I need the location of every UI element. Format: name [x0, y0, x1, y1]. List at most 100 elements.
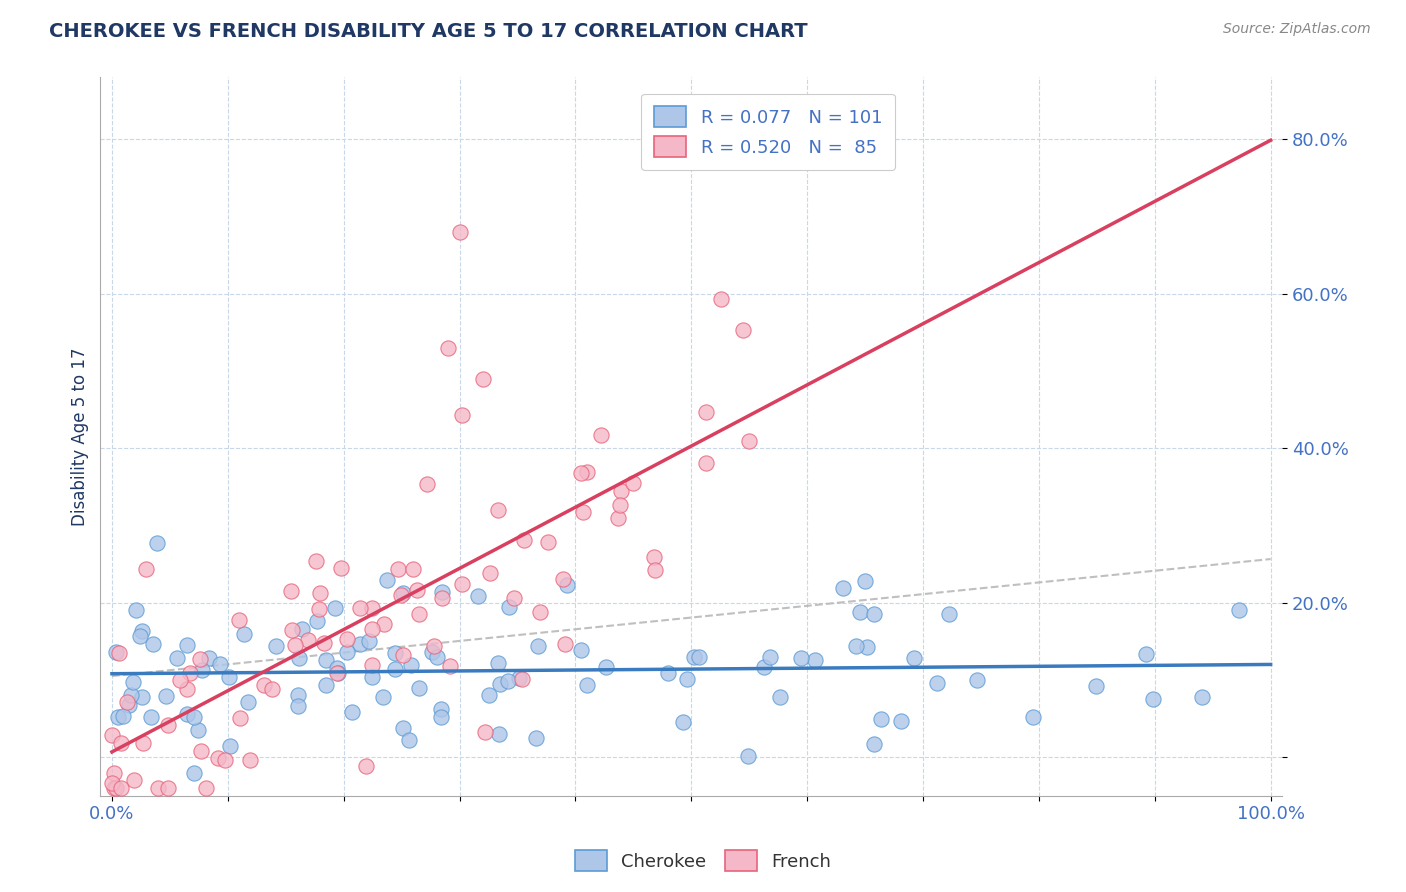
Point	[312, 636, 335, 650]
Point	[595, 660, 617, 674]
Point	[569, 466, 592, 480]
Point	[695, 404, 717, 418]
Point	[1135, 647, 1157, 661]
Point	[551, 572, 574, 586]
Point	[373, 617, 395, 632]
Point	[357, 633, 380, 648]
Point	[675, 673, 697, 687]
Point	[569, 643, 592, 657]
Point	[416, 477, 439, 491]
Point	[488, 656, 510, 670]
Point	[890, 714, 912, 728]
Point	[607, 511, 630, 525]
Point	[315, 653, 337, 667]
Point	[738, 434, 761, 449]
Point	[408, 681, 430, 695]
Point	[156, 718, 179, 732]
Point	[360, 670, 382, 684]
Point	[104, 645, 127, 659]
Point	[120, 688, 142, 702]
Point	[591, 428, 613, 442]
Point	[420, 645, 443, 659]
Point	[392, 648, 415, 663]
Point	[326, 661, 349, 675]
Point	[218, 739, 240, 754]
Point	[375, 573, 398, 587]
Point	[107, 710, 129, 724]
Point	[432, 585, 454, 599]
Point	[328, 665, 350, 680]
Point	[101, 776, 124, 790]
Point	[323, 601, 346, 615]
Point	[194, 780, 217, 795]
Point	[135, 562, 157, 576]
Point	[927, 676, 949, 690]
Point	[853, 574, 876, 589]
Point	[557, 578, 579, 592]
Point	[672, 715, 695, 730]
Point	[688, 649, 710, 664]
Point	[288, 651, 311, 665]
Point	[373, 690, 395, 704]
Point	[429, 710, 451, 724]
Point	[437, 341, 460, 355]
Point	[392, 586, 415, 600]
Point	[155, 689, 177, 703]
Point	[869, 712, 891, 726]
Point	[287, 689, 309, 703]
Point	[733, 323, 755, 337]
Point	[190, 663, 212, 677]
Point	[392, 721, 415, 735]
Point	[510, 672, 533, 686]
Point	[576, 465, 599, 479]
Point	[198, 651, 221, 665]
Point	[426, 650, 449, 665]
Point	[280, 584, 302, 599]
Point	[131, 624, 153, 639]
Point	[233, 627, 256, 641]
Point	[849, 605, 872, 619]
Point	[845, 639, 868, 653]
Point	[108, 646, 131, 660]
Point	[356, 759, 378, 773]
Text: CHEROKEE VS FRENCH DISABILITY AGE 5 TO 17 CORRELATION CHART: CHEROKEE VS FRENCH DISABILITY AGE 5 TO 1…	[49, 22, 808, 41]
Point	[938, 607, 960, 621]
Point	[176, 706, 198, 721]
Point	[156, 780, 179, 795]
Point	[131, 690, 153, 704]
Point	[384, 662, 406, 676]
Point	[118, 698, 141, 712]
Point	[488, 727, 510, 741]
Legend: Cherokee, French: Cherokee, French	[567, 843, 839, 879]
Point	[336, 645, 359, 659]
Point	[291, 622, 314, 636]
Point	[139, 710, 162, 724]
Point	[423, 639, 446, 653]
Point	[110, 780, 132, 795]
Point	[429, 702, 451, 716]
Point	[104, 780, 127, 795]
Point	[360, 601, 382, 615]
Point	[146, 780, 169, 795]
Point	[228, 613, 250, 627]
Point	[489, 677, 512, 691]
Point	[1191, 690, 1213, 704]
Point	[111, 708, 134, 723]
Point	[110, 736, 132, 750]
Point	[207, 750, 229, 764]
Point	[209, 657, 232, 671]
Point	[229, 711, 252, 725]
Point	[142, 637, 165, 651]
Point	[406, 582, 429, 597]
Point	[384, 646, 406, 660]
Point	[305, 554, 328, 568]
Point	[260, 682, 283, 697]
Point	[297, 632, 319, 647]
Point	[169, 673, 191, 687]
Point	[122, 675, 145, 690]
Point	[644, 563, 666, 577]
Point	[474, 725, 496, 739]
Point	[554, 637, 576, 651]
Point	[402, 562, 425, 576]
Point	[643, 550, 665, 565]
